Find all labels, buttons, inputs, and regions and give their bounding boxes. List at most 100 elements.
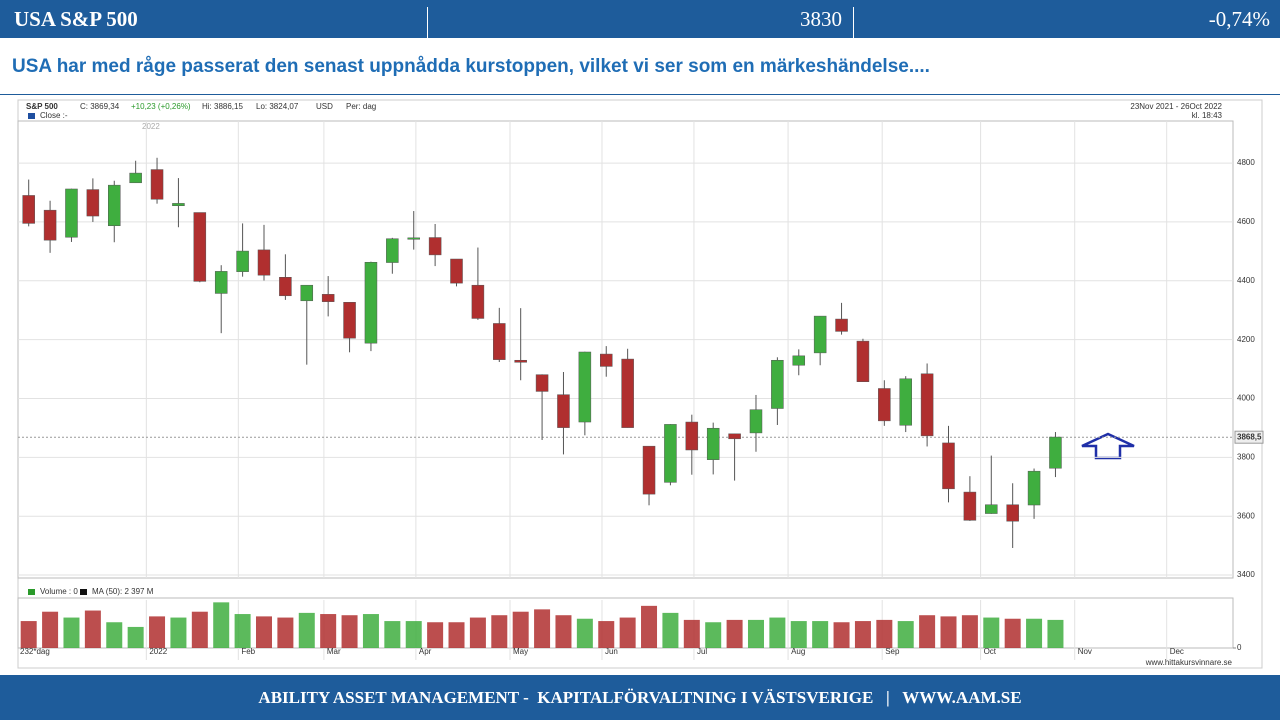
candle-body — [578, 351, 592, 423]
candle-body — [129, 172, 142, 184]
up-arrow — [1081, 432, 1135, 460]
candle-body — [749, 409, 763, 434]
volume-bar — [641, 605, 658, 648]
volume-bar — [106, 622, 123, 648]
candle-body — [428, 237, 442, 256]
divider — [427, 7, 428, 45]
y-tick-label: 3800 — [1237, 452, 1255, 461]
candle-body — [257, 249, 271, 276]
year-watermark: 2022 — [142, 122, 160, 131]
info-high: Hi: 3886,15 — [202, 102, 243, 111]
candle-body — [43, 209, 57, 241]
candle-body — [985, 504, 998, 514]
legend-swatch — [28, 113, 35, 119]
volume-bar — [341, 615, 358, 648]
info-time: kl. 18:43 — [1192, 111, 1223, 120]
chart: S&P 500 C: 3869,34 +10,23 (+0,26%) Hi: 3… — [17, 99, 1264, 669]
volume-bar — [277, 617, 294, 648]
y-tick-label: 4600 — [1237, 217, 1255, 226]
y-tick-label: 4400 — [1237, 276, 1255, 285]
volume-bar — [555, 615, 572, 648]
volume-bar — [448, 622, 465, 648]
x-tick-label: Dec — [1170, 647, 1184, 656]
volume-bar — [512, 611, 529, 648]
volume-bar — [833, 622, 850, 648]
y-tick-label: 3600 — [1237, 511, 1255, 520]
candle-body — [514, 359, 527, 363]
candle-body — [407, 237, 420, 240]
volume-bar — [790, 621, 807, 648]
x-tick-label: Oct — [984, 647, 997, 656]
volume-bar — [63, 617, 80, 648]
volume-bar — [384, 621, 401, 648]
candle-body — [300, 284, 314, 302]
volume-bar — [769, 617, 786, 648]
candle-body — [386, 238, 399, 263]
volume-bar — [127, 626, 144, 648]
volume-bar — [983, 617, 1000, 648]
x-tick-label: Aug — [791, 647, 805, 656]
volume-bar — [84, 610, 101, 648]
volume-bar — [534, 609, 551, 648]
last-price-box — [1234, 430, 1264, 444]
volume-bar — [213, 602, 230, 648]
volume-bar — [491, 615, 508, 648]
volume-bar — [726, 619, 743, 648]
candle-body — [920, 373, 934, 437]
volume-bar — [897, 621, 914, 648]
legend: Close :- — [40, 111, 68, 120]
x-tick-label: Mar — [327, 647, 341, 656]
volume-bar — [1004, 618, 1021, 648]
x-tick-label: Apr — [419, 647, 432, 656]
volume-bar — [362, 614, 379, 648]
divider — [853, 7, 854, 45]
volume-bar — [469, 617, 486, 648]
legend-swatch — [80, 589, 87, 595]
y-tick-label: 4200 — [1237, 335, 1255, 344]
candle-body — [535, 374, 549, 392]
volume-bar — [919, 615, 936, 648]
candle-body — [321, 294, 335, 302]
top-bar: USA S&P 500 3830 -0,74% — [0, 0, 1280, 45]
change: -0,74% — [1208, 7, 1270, 31]
volume-bar — [191, 611, 208, 648]
candle-body — [22, 195, 35, 224]
info-low: Lo: 3824,07 — [256, 102, 299, 111]
candle-body — [343, 302, 356, 339]
candle-body — [150, 169, 164, 200]
info-close: C: 3869,34 — [80, 102, 120, 111]
candle-body — [214, 271, 228, 294]
candle-body — [706, 427, 720, 460]
candle-body — [1006, 504, 1019, 522]
volume-bar — [705, 622, 722, 648]
x-tick-label: Feb — [241, 647, 255, 656]
source: www.hittakursvinnare.se — [1145, 658, 1233, 667]
y-tick-label: 4800 — [1237, 158, 1255, 167]
x-tick-label: May — [513, 647, 528, 656]
info-change: +10,23 (+0,26%) — [131, 102, 191, 111]
candle-body — [193, 212, 207, 282]
candle-body — [942, 442, 955, 490]
candle-body — [172, 203, 185, 206]
candle-body — [621, 358, 634, 428]
candle-body — [899, 378, 912, 426]
volume-bar — [854, 621, 871, 648]
x-tick-label: Jul — [697, 647, 707, 656]
candle-body — [856, 340, 870, 382]
volume-bar — [576, 618, 593, 648]
candle-body — [557, 394, 570, 428]
volume-bar — [940, 616, 957, 648]
y-tick-label: 4000 — [1237, 394, 1255, 403]
legend-swatch — [28, 589, 35, 595]
candle-body — [813, 315, 827, 354]
y-tick-label: 3400 — [1237, 570, 1255, 579]
candle-body — [65, 188, 78, 238]
v-tick-label: 0 — [1237, 643, 1242, 652]
volume-bar — [683, 619, 700, 648]
volume-bar — [42, 611, 59, 648]
volume-bar — [598, 621, 615, 648]
info-currency: USD — [316, 102, 333, 111]
x-tick-label: 2022 — [149, 647, 167, 656]
price-panel — [17, 120, 1234, 579]
